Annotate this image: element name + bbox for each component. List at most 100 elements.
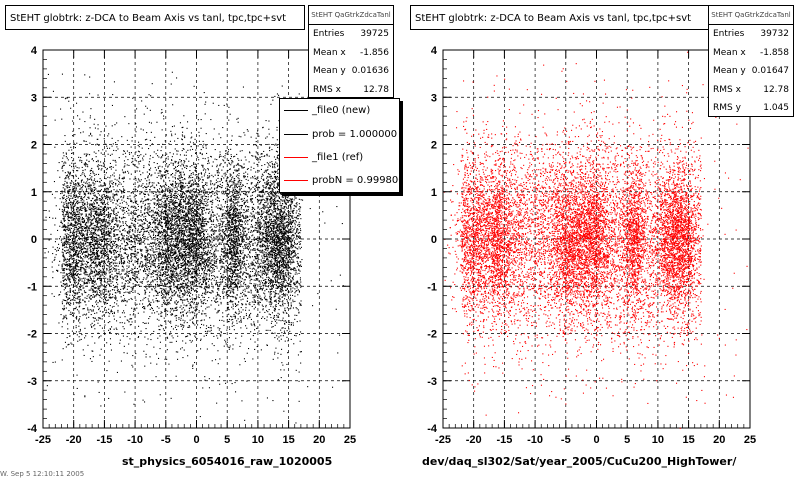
data-point [125, 156, 127, 158]
data-point [226, 270, 228, 272]
data-point [157, 231, 159, 233]
data-point [181, 285, 183, 287]
data-point [296, 257, 298, 259]
data-point [184, 293, 186, 295]
data-point [267, 200, 269, 202]
data-point [251, 264, 253, 266]
data-point [77, 296, 79, 298]
data-point [224, 162, 226, 164]
data-point [259, 227, 261, 229]
data-point [238, 175, 240, 177]
data-point [227, 183, 229, 185]
data-point [294, 318, 296, 320]
data-point [274, 319, 276, 321]
data-point [173, 279, 175, 281]
data-point [172, 153, 174, 155]
data-point [213, 237, 215, 239]
data-point [195, 333, 197, 335]
data-point [127, 276, 129, 278]
data-point [197, 273, 199, 275]
data-point [275, 192, 277, 194]
data-point [69, 182, 71, 184]
data-point [72, 160, 74, 162]
data-point [192, 289, 194, 291]
data-point [258, 213, 260, 215]
data-point [230, 285, 232, 287]
data-point [83, 163, 85, 165]
data-point [223, 270, 225, 272]
data-point [246, 246, 248, 248]
data-point [117, 185, 119, 187]
data-point [154, 267, 156, 269]
data-point [239, 216, 241, 218]
data-point [86, 183, 88, 185]
data-point [84, 266, 86, 268]
data-point [122, 197, 124, 199]
data-point [118, 198, 120, 200]
data-point [256, 178, 258, 180]
data-point [142, 306, 144, 308]
data-point [93, 151, 95, 153]
data-point [211, 300, 213, 302]
data-point [166, 283, 168, 285]
data-point [83, 244, 85, 246]
data-point [298, 237, 300, 239]
data-point [140, 185, 142, 187]
data-point [252, 297, 254, 299]
data-point [66, 242, 68, 244]
data-point [213, 261, 215, 263]
data-point [261, 173, 263, 175]
data-point [66, 269, 68, 271]
data-point [220, 242, 222, 244]
data-point [278, 340, 280, 342]
data-point [259, 228, 261, 230]
data-point [262, 229, 264, 231]
data-point [240, 307, 242, 309]
data-point [63, 236, 65, 238]
data-point [189, 221, 191, 223]
data-point [77, 115, 79, 117]
data-point [222, 213, 224, 215]
data-point [63, 305, 65, 307]
data-point [117, 256, 119, 258]
data-point [242, 241, 244, 243]
data-point [220, 155, 222, 157]
data-point [187, 182, 189, 184]
data-point [294, 243, 296, 245]
data-point [66, 97, 68, 99]
data-point [176, 150, 178, 152]
data-point [259, 288, 261, 290]
data-point [262, 212, 264, 214]
data-point [82, 267, 84, 269]
data-point [224, 339, 226, 341]
data-point [172, 215, 174, 217]
data-point [260, 192, 262, 194]
data-point [180, 209, 182, 211]
data-point [267, 182, 269, 184]
data-point [256, 157, 258, 159]
data-point [110, 207, 112, 209]
data-point [232, 206, 234, 208]
data-point [215, 298, 217, 300]
data-point [62, 187, 64, 189]
data-point [79, 208, 81, 210]
data-point [157, 190, 159, 192]
data-point [213, 264, 215, 266]
data-point [248, 291, 250, 293]
data-point [123, 310, 125, 312]
data-point [124, 165, 126, 167]
data-point [210, 327, 212, 329]
data-point [251, 301, 253, 303]
data-point [162, 288, 164, 290]
data-point [91, 280, 93, 282]
data-point [134, 240, 136, 242]
data-point [116, 217, 118, 219]
data-point [276, 276, 278, 278]
data-point [268, 234, 270, 236]
data-point [117, 309, 119, 311]
data-point [190, 195, 192, 197]
data-point [194, 245, 196, 247]
data-point [135, 126, 137, 128]
data-point [84, 169, 86, 171]
data-point [287, 239, 289, 241]
